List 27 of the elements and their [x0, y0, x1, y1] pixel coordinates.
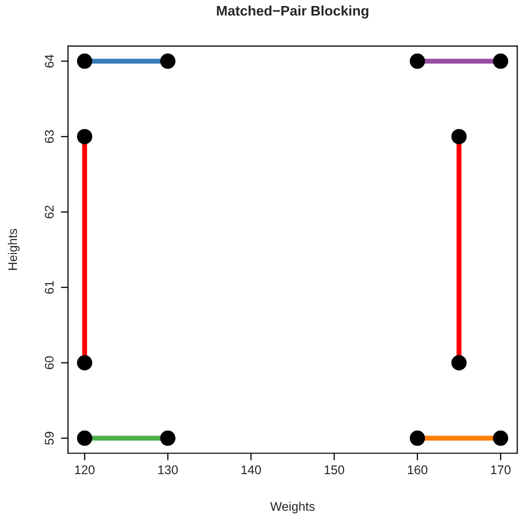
y-tick-label: 63 [44, 130, 54, 143]
point [76, 430, 92, 446]
point [160, 430, 176, 446]
y-tick-label: 59 [44, 432, 54, 445]
x-tick-label: 170 [491, 465, 511, 474]
x-tick-label: 160 [408, 465, 428, 474]
y-tick-label: 62 [44, 206, 54, 218]
chart-title: Matched−Pair Blocking [216, 5, 368, 18]
point [160, 54, 176, 69]
x-tick-label: 150 [324, 465, 344, 474]
x-tick-label: 140 [242, 465, 261, 474]
point [451, 128, 467, 144]
y-tick-label: 60 [44, 356, 54, 370]
x-tick-label: 120 [75, 465, 95, 474]
point [451, 355, 467, 370]
point [76, 54, 92, 69]
x-axis-title: Weights [270, 502, 315, 514]
point [492, 430, 508, 446]
point [410, 430, 426, 446]
point [492, 54, 508, 69]
y-tick-label: 61 [44, 281, 54, 294]
y-tick-label: 64 [44, 54, 54, 68]
point [76, 355, 92, 370]
point [76, 128, 92, 144]
y-axis-title: Heights [8, 228, 20, 270]
point [410, 54, 426, 69]
x-tick-label: 130 [158, 465, 178, 474]
